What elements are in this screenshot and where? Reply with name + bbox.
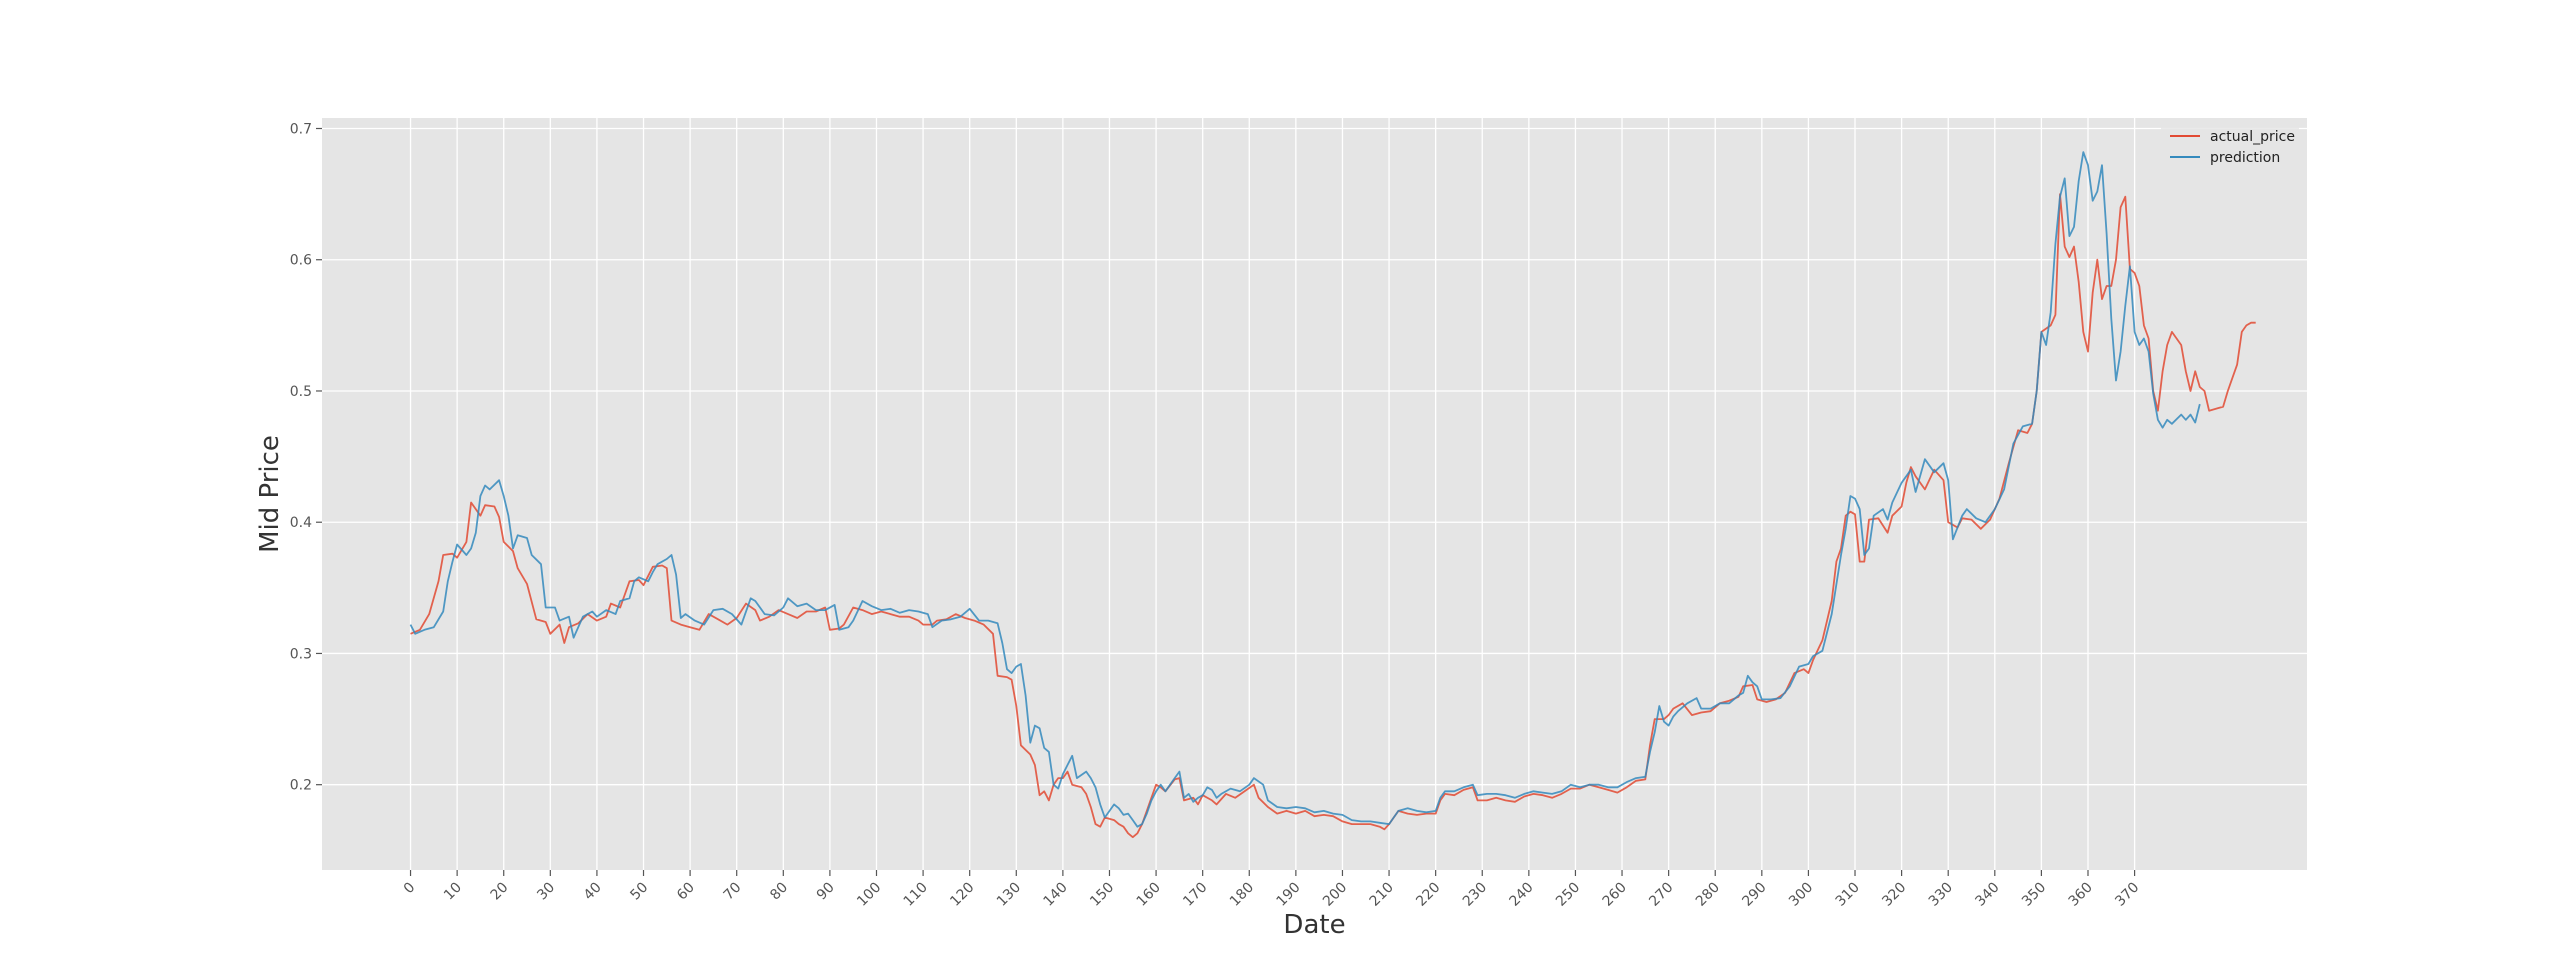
x-tick-label: 130 bbox=[994, 880, 1024, 910]
x-axis-label: Date bbox=[1283, 910, 1345, 940]
grid bbox=[322, 118, 2307, 870]
legend-label-actual-price: actual_price bbox=[2210, 129, 2295, 145]
x-tick-label: 50 bbox=[627, 880, 651, 904]
x-tick-label: 280 bbox=[1693, 880, 1723, 910]
x-tick-label: 240 bbox=[1506, 880, 1536, 910]
legend-label-prediction: prediction bbox=[2210, 150, 2280, 166]
x-tick-label: 230 bbox=[1460, 880, 1490, 910]
x-tick-label: 100 bbox=[854, 880, 884, 910]
x-tick-label: 330 bbox=[1926, 880, 1956, 910]
legend-box bbox=[2161, 121, 2299, 173]
x-tick-label: 250 bbox=[1553, 880, 1583, 910]
y-tick-label: 0.6 bbox=[290, 253, 312, 269]
y-axis-label: Mid Price bbox=[255, 435, 285, 553]
x-tick-label: 220 bbox=[1413, 880, 1443, 910]
x-tick-label: 310 bbox=[1833, 880, 1863, 910]
series-group bbox=[409, 151, 2256, 839]
x-tick-label: 190 bbox=[1273, 880, 1303, 910]
x-tick-label: 370 bbox=[2112, 880, 2142, 910]
x-tick-label: 30 bbox=[534, 880, 558, 904]
x-tick-label: 20 bbox=[488, 880, 512, 904]
y-tick-label: 0.3 bbox=[290, 646, 312, 662]
x-tick-label: 0 bbox=[401, 880, 419, 898]
x-tick-label: 150 bbox=[1087, 880, 1117, 910]
x-tick-label: 110 bbox=[901, 880, 931, 910]
x-tick-label: 170 bbox=[1180, 880, 1210, 910]
x-tick-label: 300 bbox=[1786, 880, 1816, 910]
x-tick-label: 10 bbox=[441, 880, 465, 904]
x-tick-label: 140 bbox=[1040, 880, 1070, 910]
x-tick-label: 200 bbox=[1320, 880, 1350, 910]
x-tick-label: 360 bbox=[2066, 880, 2096, 910]
x-tick-label: 70 bbox=[721, 880, 745, 904]
x-tick-label: 350 bbox=[2019, 880, 2049, 910]
y-tick-label: 0.7 bbox=[290, 121, 312, 137]
series-line-prediction bbox=[409, 151, 2201, 828]
x-tick-label: 340 bbox=[1972, 880, 2002, 910]
x-tick-label: 60 bbox=[674, 880, 698, 904]
plot-background bbox=[322, 118, 2307, 870]
x-tick-label: 260 bbox=[1600, 880, 1630, 910]
x-tick-label: 320 bbox=[1879, 880, 1909, 910]
x-tick-label: 160 bbox=[1134, 880, 1164, 910]
x-tick-label: 290 bbox=[1739, 880, 1769, 910]
x-axis: 0 10 20 30 40 50 60 70 80 90 100 110 120 130 140 150 160… bbox=[401, 870, 2142, 910]
x-tick-label: 90 bbox=[814, 880, 838, 904]
x-tick-label: 120 bbox=[947, 880, 977, 910]
x-tick-label: 210 bbox=[1367, 880, 1397, 910]
x-tick-label: 270 bbox=[1646, 880, 1676, 910]
y-tick-label: 0.2 bbox=[290, 778, 312, 794]
y-axis: 0.2 0.3 0.4 0.5 0.6 0.7 bbox=[290, 121, 322, 794]
y-tick-label: 0.5 bbox=[290, 384, 312, 400]
x-tick-label: 180 bbox=[1227, 880, 1257, 910]
legend: actual_price prediction bbox=[2161, 121, 2299, 173]
x-tick-label: 40 bbox=[581, 880, 605, 904]
x-tick-label: 80 bbox=[767, 880, 791, 904]
y-tick-label: 0.4 bbox=[290, 515, 312, 531]
